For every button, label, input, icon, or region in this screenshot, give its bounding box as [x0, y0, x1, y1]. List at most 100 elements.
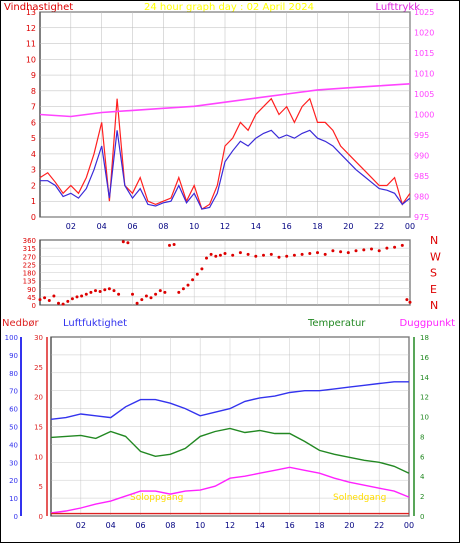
x-tick-label: 00 [405, 222, 415, 231]
direction-point [377, 249, 381, 253]
direction-point [103, 288, 107, 292]
precipitation-axis-title: Nedbør [2, 318, 39, 329]
sunset-label: Solnedgang [333, 493, 386, 503]
pressure-tick-label: 1020 [414, 29, 434, 38]
panel2-grid [40, 239, 411, 306]
x-tick-label: 20 [343, 222, 353, 231]
panel3-series [50, 381, 410, 515]
direction-point [346, 251, 350, 255]
pressure-tick-label: 990 [414, 152, 429, 161]
pressure-axis-title: Lufttrykk [375, 2, 420, 13]
direction-point [316, 251, 319, 255]
direction-degree-label: 45 [27, 294, 36, 302]
direction-point [354, 249, 358, 253]
series-line-1 [40, 129, 411, 210]
humidity-tick-label: 0 [14, 513, 18, 521]
direction-point [405, 298, 409, 302]
direction-point [126, 241, 130, 245]
wind-speed-tick-label: 9 [31, 71, 36, 80]
x-tick-label: 20 [344, 521, 354, 530]
wind-speed-tick-label: 5 [31, 134, 36, 143]
wind-speed-tick-label: 13 [26, 8, 36, 17]
humidity-tick-label: 10 [9, 495, 18, 503]
weather-panel: Nedbør Luftfuktighet Temperatur Duggpunk… [2, 318, 455, 530]
pressure-tick-label: 1025 [414, 8, 434, 17]
series-line-0 [39, 97, 411, 211]
direction-point [168, 243, 171, 247]
direction-point [149, 296, 153, 300]
temperature-tick-label: 14 [420, 374, 429, 382]
x-tick-label: 06 [135, 521, 145, 530]
wind-speed-tick-label: 4 [31, 150, 36, 159]
precipitation-tick-label: 15 [34, 424, 43, 432]
direction-point [89, 290, 93, 294]
pressure-tick-label: 1000 [414, 111, 434, 120]
x-tick-label: 02 [76, 521, 86, 530]
direction-point [292, 253, 296, 257]
direction-degree-label: 360 [23, 237, 36, 245]
humidity-tick-label: 70 [9, 388, 18, 396]
direction-point [186, 283, 190, 287]
compass-label: N [430, 234, 438, 247]
temperature-tick-label: 12 [420, 394, 429, 402]
direction-degree-label: 0 [32, 302, 36, 310]
direction-point [38, 298, 42, 302]
wind-speed-tick-label: 1 [31, 197, 36, 206]
temperature-axis-title: Temperatur [307, 318, 366, 329]
direction-point [140, 298, 144, 302]
direction-point [400, 243, 404, 247]
direction-point [254, 254, 258, 258]
compass-label: S [430, 267, 437, 280]
humidity-tick-label: 80 [9, 370, 18, 378]
precipitation-tick-label: 0 [39, 513, 43, 521]
precipitation-tick-label: 20 [34, 394, 43, 402]
temperature-tick-label: 0 [420, 513, 424, 521]
pressure-tick-label: 980 [414, 193, 429, 202]
direction-point [121, 240, 125, 244]
direction-point [80, 294, 84, 298]
x-tick-label: 22 [374, 521, 384, 530]
wind-speed-tick-label: 0 [31, 213, 36, 222]
direction-point [223, 252, 227, 255]
wind-pressure-panel: Vindhastighet 24 hour graph day : 02 Apr… [4, 2, 434, 231]
x-tick-label: 04 [97, 222, 107, 231]
direction-degree-label: 180 [23, 270, 36, 278]
direction-point [214, 254, 218, 258]
pressure-tick-labels: 975 980 985 990 995 1000 1005 1010 1015 1020 1025 [414, 8, 434, 222]
direction-degree-label: 315 [23, 245, 36, 253]
x-tick-label: 04 [106, 521, 116, 530]
direction-point [362, 248, 366, 252]
direction-point [385, 246, 389, 250]
direction-point [66, 299, 70, 303]
humidity-axis-title: Luftfuktighet [63, 318, 127, 329]
direction-point [163, 290, 167, 294]
wind-speed-tick-label: 7 [31, 103, 36, 112]
direction-point [172, 243, 176, 246]
weather-series-line-2 [50, 466, 410, 514]
direction-point [117, 292, 121, 296]
pressure-tick-label: 1015 [414, 49, 434, 58]
direction-degree-label: 90 [27, 286, 36, 294]
direction-point [98, 290, 102, 293]
sunrise-label: Soloppgang [130, 493, 183, 503]
direction-point [339, 250, 343, 254]
pressure-tick-label: 985 [414, 172, 429, 181]
direction-point [269, 252, 273, 256]
x-tick-label: 10 [189, 222, 199, 231]
direction-point [191, 278, 195, 282]
wind-speed-axis-title: Vindhastighet [4, 2, 73, 13]
direction-point [262, 253, 265, 257]
wind-speed-tick-label: 8 [31, 87, 36, 96]
direction-point [181, 287, 185, 291]
direction-point [331, 249, 335, 253]
panel1-grid [40, 11, 411, 218]
direction-point [209, 252, 213, 256]
direction-point [135, 301, 139, 305]
direction-point [300, 252, 304, 256]
temperature-tick-label: 18 [420, 334, 429, 342]
direction-point [205, 256, 208, 260]
x-tick-label: 06 [127, 222, 137, 231]
x-tick-label: 08 [158, 222, 168, 231]
